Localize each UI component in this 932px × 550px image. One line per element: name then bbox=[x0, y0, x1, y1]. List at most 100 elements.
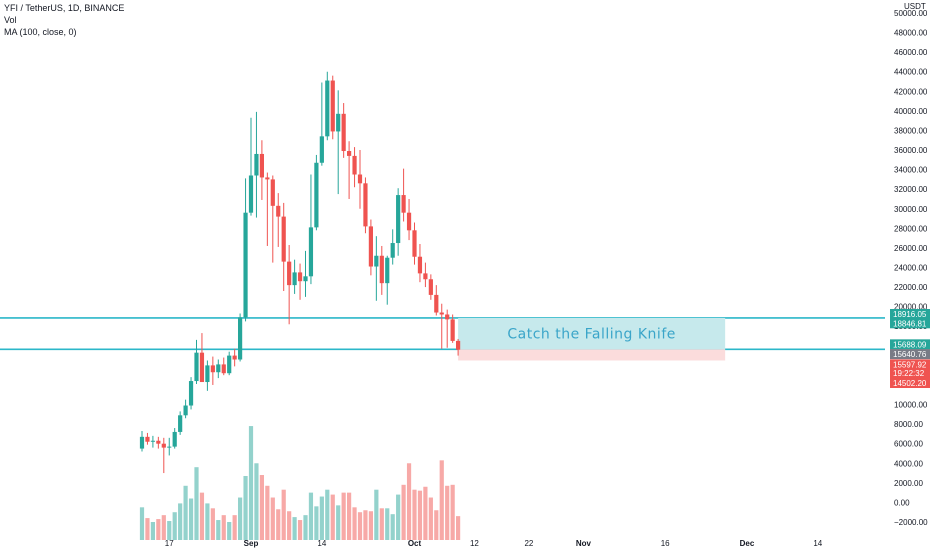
time-axis[interactable]: 17 Sep 14 Oct 12 22 Nov 16 Dec 14 bbox=[165, 539, 823, 548]
y-tick-label: 0.00 bbox=[894, 498, 910, 507]
volume-bar bbox=[188, 498, 194, 540]
candle-body bbox=[188, 381, 194, 406]
x-tick-label: 14 bbox=[813, 539, 822, 548]
y-tick-label: 34000.00 bbox=[894, 166, 928, 175]
y-tick-label: 6000.00 bbox=[894, 440, 923, 449]
y-tick-label: 46000.00 bbox=[894, 48, 928, 57]
volume-bar bbox=[401, 484, 406, 540]
candle-body bbox=[379, 255, 384, 284]
volume-bar bbox=[379, 508, 384, 540]
candle-body bbox=[347, 151, 352, 156]
volume-bar bbox=[363, 510, 368, 540]
candle-body bbox=[297, 272, 303, 282]
volume-bar bbox=[145, 518, 150, 540]
volume-bar bbox=[423, 486, 428, 540]
y-tick-label: −2000.00 bbox=[894, 518, 928, 527]
volume-bar bbox=[238, 497, 243, 540]
volume-bar bbox=[183, 485, 188, 540]
annotation-box-stop bbox=[458, 349, 726, 361]
candle-body bbox=[210, 365, 215, 373]
x-tick-label: 17 bbox=[165, 539, 174, 548]
candle-body bbox=[314, 162, 319, 228]
candle-body bbox=[412, 230, 417, 257]
y-tick-label: 10000.00 bbox=[894, 401, 928, 410]
volume-bar bbox=[297, 520, 303, 540]
y-tick-label: 50000.00 bbox=[894, 9, 928, 18]
volume-bar bbox=[232, 515, 237, 540]
candle-body bbox=[428, 279, 433, 295]
volume-bar bbox=[368, 511, 373, 540]
volume-bar bbox=[303, 515, 308, 540]
candle-body bbox=[172, 431, 177, 447]
volume-bar bbox=[352, 507, 357, 540]
ma-label: MA (100, close, 0) bbox=[4, 27, 77, 37]
candle-body bbox=[445, 314, 450, 320]
x-tick-label: Oct bbox=[408, 539, 422, 548]
volume-bar bbox=[417, 490, 423, 540]
price-tag-label: 19:22:32 bbox=[893, 369, 925, 378]
candle-body bbox=[450, 319, 455, 341]
x-tick-label: 12 bbox=[470, 539, 479, 548]
volume-bar bbox=[357, 512, 363, 540]
x-tick-label: 14 bbox=[317, 539, 326, 548]
volume-bar bbox=[341, 492, 346, 540]
candle-body bbox=[178, 415, 183, 432]
volume-bar bbox=[412, 489, 417, 540]
candle-body bbox=[303, 276, 308, 282]
candle-body bbox=[194, 352, 199, 382]
volume-bar bbox=[456, 516, 461, 540]
volume-label: Vol bbox=[4, 15, 17, 25]
candle-body bbox=[385, 257, 390, 284]
y-tick-label: 22000.00 bbox=[894, 283, 928, 292]
y-tick-label: 26000.00 bbox=[894, 244, 928, 253]
candle-body bbox=[417, 256, 423, 274]
x-tick-label: 22 bbox=[524, 539, 533, 548]
candle-body bbox=[259, 153, 264, 178]
candle-body bbox=[396, 195, 401, 244]
volume-bar bbox=[396, 494, 401, 540]
volume-bar bbox=[248, 426, 254, 540]
volume-bar bbox=[210, 508, 215, 540]
y-tick-label: 48000.00 bbox=[894, 29, 928, 38]
symbol-title: YFI / TetherUS, 1D, BINANCE bbox=[4, 3, 125, 13]
x-tick-label: Dec bbox=[740, 539, 755, 548]
price-tag-box bbox=[890, 368, 930, 379]
volume-bar bbox=[325, 489, 330, 540]
candle-body bbox=[319, 136, 324, 163]
candle-body bbox=[357, 174, 363, 184]
price-tag-box bbox=[890, 318, 930, 329]
volume-bar bbox=[167, 521, 172, 540]
candle-body bbox=[390, 243, 395, 258]
volume-bar bbox=[390, 514, 395, 540]
candle-body bbox=[330, 80, 335, 132]
price-tag-box bbox=[890, 339, 930, 350]
volume-bar bbox=[439, 460, 444, 540]
candle-body bbox=[243, 212, 248, 318]
candle-body bbox=[325, 80, 330, 137]
price-axis[interactable]: USDT −2000.00 0.00 2000.00 4000.00 6000.00 800… bbox=[894, 2, 928, 527]
price-tag-label: 18846.81 bbox=[893, 319, 927, 328]
candle-body bbox=[254, 153, 259, 176]
volume-bar bbox=[221, 515, 226, 540]
candle-body bbox=[248, 175, 254, 213]
candle-body bbox=[352, 155, 357, 175]
volume-bar bbox=[292, 517, 297, 540]
volume-bar bbox=[445, 485, 450, 540]
price-tag-box bbox=[890, 359, 930, 370]
volume-bar bbox=[254, 463, 259, 540]
candle-body bbox=[205, 365, 210, 383]
y-tick-label: 30000.00 bbox=[894, 205, 928, 214]
price-tag-label: 15640.76 bbox=[893, 350, 927, 359]
y-tick-label: 42000.00 bbox=[894, 87, 928, 96]
volume-bar bbox=[259, 475, 264, 540]
volume-bar bbox=[385, 508, 390, 540]
y-tick-label: 2000.00 bbox=[894, 479, 923, 488]
candle-body bbox=[216, 364, 221, 373]
volume-bar bbox=[319, 496, 324, 540]
level-layer bbox=[0, 317, 885, 351]
candle-body bbox=[368, 226, 373, 267]
candle-body bbox=[292, 272, 297, 286]
volume-bar bbox=[216, 520, 221, 540]
